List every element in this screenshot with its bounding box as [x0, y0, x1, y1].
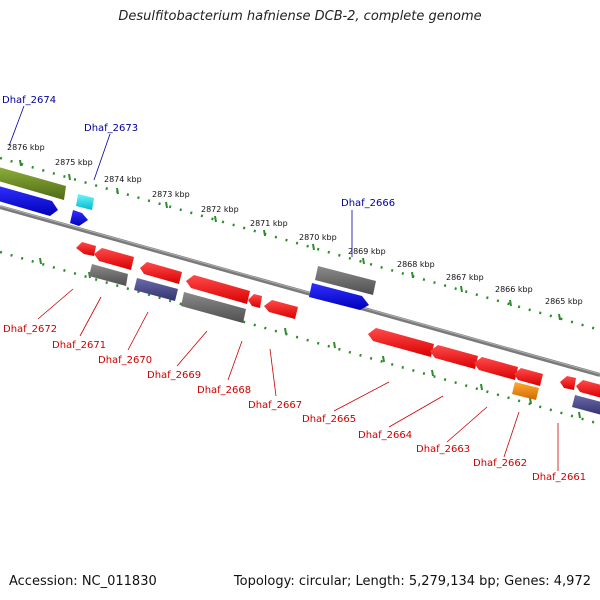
- gene-label[interactable]: Dhaf_2671: [52, 340, 106, 351]
- gene-label[interactable]: Dhaf_2661: [532, 472, 586, 483]
- gene-arrow[interactable]: [134, 278, 178, 301]
- gene-arrow[interactable]: [368, 328, 434, 357]
- gene-label[interactable]: Dhaf_2674: [2, 95, 56, 106]
- gene-arrow[interactable]: [248, 294, 262, 308]
- gene-label[interactable]: Dhaf_2664: [358, 430, 412, 441]
- genome-backbone: [0, 205, 600, 377]
- kbp-label: 2869 kbp: [348, 247, 386, 256]
- gene-label[interactable]: Dhaf_2665: [302, 414, 356, 425]
- gene-arrow[interactable]: [70, 210, 88, 226]
- kbp-label: 2868 kbp: [397, 260, 435, 269]
- gene-arrow[interactable]: [512, 382, 539, 400]
- gene-arrow[interactable]: [140, 262, 182, 284]
- gene-arrow[interactable]: [572, 395, 600, 415]
- gene-label[interactable]: Dhaf_2670: [98, 355, 152, 366]
- kbp-label: 2871 kbp: [250, 219, 288, 228]
- kbp-label: 2874 kbp: [104, 175, 142, 184]
- kbp-label: 2867 kbp: [446, 273, 484, 282]
- reverse-gene-labels: Dhaf_2672 Dhaf_2671 Dhaf_2670 Dhaf_2669 …: [3, 324, 586, 483]
- gene-arrow[interactable]: [76, 242, 96, 256]
- kbp-label: 2875 kbp: [55, 158, 93, 167]
- gene-label[interactable]: Dhaf_2672: [3, 324, 57, 335]
- map-title: Desulfitobacterium hafniense DCB-2, comp…: [118, 9, 482, 24]
- gene-label[interactable]: Dhaf_2663: [416, 444, 470, 455]
- gene-label[interactable]: Dhaf_2668: [197, 385, 251, 396]
- reverse-label-leaders: [37, 288, 559, 471]
- gene-arrow[interactable]: [0, 166, 66, 200]
- gene-arrow[interactable]: [315, 266, 376, 295]
- gene-arrow[interactable]: [430, 345, 478, 369]
- gene-label[interactable]: Dhaf_2662: [473, 458, 527, 469]
- gene-arrow[interactable]: [474, 357, 518, 380]
- gene-arrow[interactable]: [264, 300, 298, 319]
- gene-arrow[interactable]: [76, 194, 94, 210]
- kbp-label: 2873 kbp: [152, 190, 190, 199]
- accession-text: Accession: NC_011830: [9, 574, 157, 589]
- forward-label-leaders: [8, 105, 353, 257]
- gene-arrow[interactable]: [186, 275, 250, 304]
- genome-backbone-highlight: [0, 205, 600, 375]
- genome-track-diagram: 2876 kbp 2875 kbp 2874 kbp 2873 kbp 2872…: [0, 95, 600, 483]
- gene-arrow[interactable]: [89, 264, 128, 286]
- reverse-strand-genes: [76, 242, 600, 415]
- gene-label[interactable]: Dhaf_2667: [248, 400, 302, 411]
- forward-strand-genes: [0, 166, 376, 310]
- kbp-label: 2872 kbp: [201, 205, 239, 214]
- kbp-labels: 2876 kbp 2875 kbp 2874 kbp 2873 kbp 2872…: [7, 143, 583, 306]
- gene-arrow[interactable]: [309, 283, 369, 310]
- gene-arrow[interactable]: [0, 185, 58, 216]
- gene-arrow[interactable]: [514, 368, 543, 386]
- kbp-label: 2866 kbp: [495, 285, 533, 294]
- gene-label[interactable]: Dhaf_2673: [84, 123, 138, 134]
- kbp-label: 2876 kbp: [7, 143, 45, 152]
- gene-arrow[interactable]: [560, 376, 576, 390]
- gene-arrow[interactable]: [181, 292, 246, 323]
- gene-arrow[interactable]: [94, 248, 134, 270]
- genome-summary-text: Topology: circular; Length: 5,279,134 bp…: [233, 574, 591, 589]
- gene-label[interactable]: Dhaf_2669: [147, 370, 201, 381]
- kbp-label: 2865 kbp: [545, 297, 583, 306]
- kbp-label: 2870 kbp: [299, 233, 337, 242]
- upper-major-ticks: [19, 159, 561, 321]
- gene-label[interactable]: Dhaf_2666: [341, 198, 395, 209]
- gene-arrow[interactable]: [576, 380, 600, 398]
- forward-gene-labels: Dhaf_2674 Dhaf_2673 Dhaf_2666: [2, 95, 395, 209]
